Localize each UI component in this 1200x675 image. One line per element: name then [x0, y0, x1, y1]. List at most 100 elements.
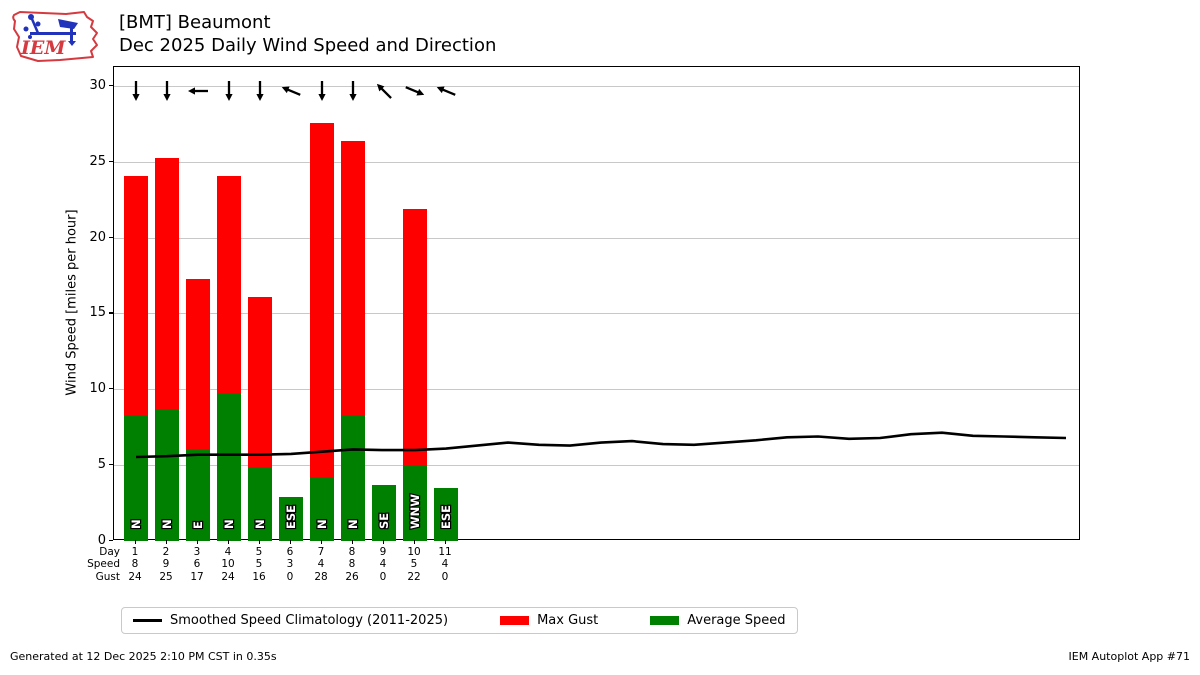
table-cell-day-day-11: 11: [438, 545, 452, 558]
bar-max-gust-day-2: [155, 157, 179, 410]
title-line-2: Dec 2025 Daily Wind Speed and Direction: [119, 35, 497, 56]
table-row-label-gust: Gust: [95, 570, 120, 583]
app-credit: IEM Autoplot App #71: [1068, 650, 1191, 663]
gridline-10: [114, 389, 1079, 391]
bar-avg-speed-day-2: [155, 409, 179, 541]
x-tick-mark-day-5: [258, 540, 260, 544]
max-gust-swatch: [500, 616, 530, 625]
bar-avg-speed-day-10: [403, 465, 427, 541]
table-row-label-day: Day: [99, 545, 120, 558]
bar-max-gust-day-7: [310, 123, 334, 478]
wind-arrow-day-5-N: [256, 81, 264, 101]
table-cell-speed-day-5: 5: [255, 558, 263, 570]
table-cell-day-day-2: 2: [162, 545, 170, 558]
y-tick-label-30: 30: [89, 78, 106, 94]
gridline-30: [114, 86, 1079, 88]
bar-avg-speed-day-6: [279, 497, 303, 541]
table-cell-speed-day-1: 8: [131, 558, 139, 570]
chart-title: [BMT] Beaumont Dec 2025 Daily Wind Speed…: [119, 11, 496, 57]
title-line-1: [BMT] Beaumont: [119, 12, 271, 33]
bar-avg-speed-day-7: [310, 477, 334, 541]
climatology-line: [135, 431, 1067, 459]
average-speed-swatch: [650, 616, 680, 625]
table-cell-day-day-9: 9: [379, 545, 387, 558]
table-cell-speed-day-11: 4: [441, 558, 449, 570]
y-tick-mark-25: [109, 160, 113, 163]
x-tick-mark-day-2: [165, 540, 167, 544]
bar-avg-speed-day-9: [372, 484, 396, 541]
y-tick-label-25: 25: [89, 153, 106, 169]
bar-avg-speed-day-11: [434, 487, 458, 541]
iem-logo: IEM: [12, 11, 98, 62]
legend-label: Max Gust: [537, 613, 599, 628]
legend-label: Average Speed: [687, 613, 786, 628]
y-tick-label-10: 10: [89, 381, 106, 397]
table-cell-gust-day-4: 24: [221, 570, 235, 583]
x-tick-mark-day-7: [320, 540, 322, 544]
y-tick-mark-10: [109, 388, 113, 390]
x-tick-mark-day-3: [196, 540, 198, 544]
bar-avg-speed-day-8: [341, 415, 365, 541]
table-cell-gust-day-2: 25: [159, 570, 173, 583]
table-cell-speed-day-8: 8: [348, 558, 356, 570]
table-cell-speed-day-10: 5: [410, 558, 418, 570]
table-cell-speed-day-3: 6: [193, 558, 201, 570]
table-cell-day-day-3: 3: [193, 545, 201, 558]
y-tick-label-5: 5: [97, 456, 106, 472]
table-row-label-speed: Speed: [87, 558, 120, 570]
table-cell-gust-day-8: 26: [345, 570, 359, 583]
logo-text: IEM: [20, 37, 66, 59]
table-cell-day-day-6: 6: [286, 545, 294, 558]
table-cell-gust-day-5: 16: [252, 570, 266, 583]
table-cell-day-day-10: 10: [407, 545, 421, 558]
table-cell-speed-day-9: 4: [379, 558, 387, 570]
table-cell-day-day-8: 8: [348, 545, 356, 558]
table-cell-speed-day-6: 3: [286, 558, 294, 570]
table-cell-gust-day-3: 17: [190, 570, 204, 583]
y-tick-mark-30: [109, 85, 113, 87]
wind-arrow-day-10-WNW: [405, 86, 425, 96]
bar-max-gust-day-3: [186, 279, 210, 449]
wind-arrow-day-4-N: [225, 81, 233, 101]
y-tick-label-15: 15: [89, 305, 106, 321]
wind-arrow-day-8-N: [349, 81, 357, 101]
legend-item-climatology: Smoothed Speed Climatology (2011-2025): [133, 613, 448, 628]
y-tick-mark-0: [109, 539, 113, 541]
bar-max-gust-day-5: [248, 297, 272, 467]
table-cell-day-day-5: 5: [255, 545, 263, 558]
x-tick-mark-day-8: [351, 540, 353, 544]
x-tick-mark-day-4: [227, 540, 229, 544]
gridline-20: [114, 237, 1079, 239]
legend-item-avg-speed: Average Speed: [650, 613, 786, 628]
table-cell-day-day-1: 1: [131, 545, 139, 558]
wind-arrow-day-2-N: [163, 81, 171, 101]
wind-arrow-day-1-N: [132, 81, 140, 101]
wind-arrow-day-3-E: [188, 87, 208, 95]
bar-avg-speed-day-1: [124, 415, 148, 541]
bar-max-gust-day-4: [217, 176, 241, 393]
table-cell-speed-day-2: 9: [162, 558, 170, 570]
bar-max-gust-day-10: [403, 209, 427, 466]
table-cell-gust-day-6: 0: [286, 570, 294, 583]
table-cell-gust-day-7: 28: [314, 570, 328, 583]
wind-arrow-day-6-ESE: [281, 86, 301, 96]
table-cell-speed-day-7: 4: [317, 558, 325, 570]
y-tick-mark-15: [109, 312, 113, 314]
table-cell-day-day-4: 4: [224, 545, 232, 558]
x-tick-mark-day-6: [289, 540, 291, 544]
table-cell-gust-day-9: 0: [379, 570, 387, 583]
y-axis-label: Wind Speed [miles per hour]: [64, 209, 80, 396]
gridline-15: [114, 313, 1079, 315]
table-cell-gust-day-1: 24: [128, 570, 142, 583]
bar-avg-speed-day-5: [248, 466, 272, 541]
x-tick-mark-day-11: [444, 540, 446, 544]
y-tick-label-0: 0: [97, 532, 106, 548]
bar-max-gust-day-8: [341, 141, 365, 416]
climatology-line-sample: [133, 619, 162, 622]
table-cell-gust-day-10: 22: [407, 570, 421, 583]
legend: Smoothed Speed Climatology (2011-2025) M…: [121, 607, 798, 634]
bar-avg-speed-day-4: [217, 392, 241, 541]
bar-max-gust-day-1: [124, 176, 148, 416]
x-tick-mark-day-9: [382, 540, 384, 544]
